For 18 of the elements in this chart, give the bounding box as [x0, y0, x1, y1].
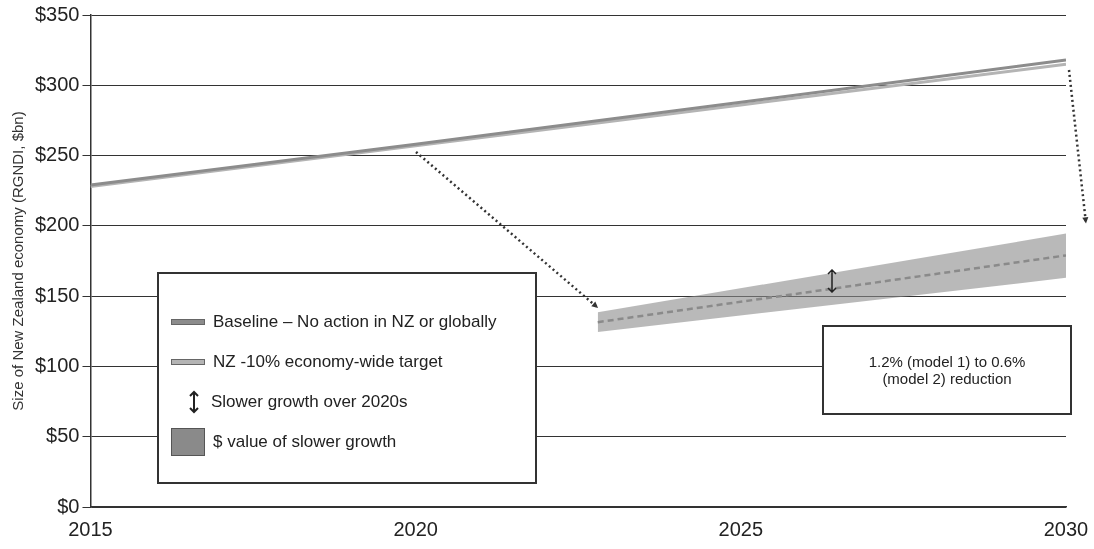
x-tick-label: 2025	[718, 517, 764, 540]
callout-box: 1.2% (model 1) to 0.6% (model 2) reduction	[822, 325, 1072, 415]
x-tick-label: 2020	[393, 517, 438, 540]
y-tick-label: $200	[34, 213, 80, 236]
y-tick-label: $250	[34, 143, 80, 166]
annotation: Slower growth over 2020s	[211, 392, 408, 412]
x-tick-label: 2030	[1043, 517, 1089, 540]
y-tick-label: $100	[34, 353, 80, 376]
y-tick-label: $350	[34, 2, 80, 25]
y-tick-label: $150	[34, 283, 80, 306]
y-tick-label: $300	[34, 72, 80, 95]
y-axis-title: Size of New Zealand economy (RGNDI, $bn)	[9, 111, 27, 411]
y-tick-label: $0	[57, 494, 80, 517]
legend-label: $ value of slower growth	[213, 432, 397, 452]
x-tick-label: 2015	[68, 517, 113, 540]
legend-label: NZ -10% economy-wide target	[213, 352, 443, 372]
legend-label: Baseline – No action in NZ or globally	[213, 312, 497, 332]
y-tick-label: $50	[46, 424, 80, 447]
